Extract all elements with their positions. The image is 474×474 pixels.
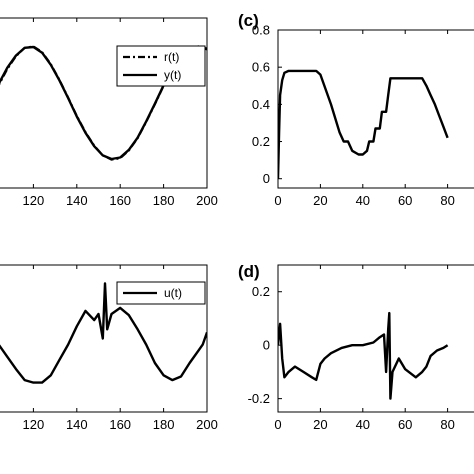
y-tick-label: 0.6 (252, 60, 270, 75)
chart-panel-bottom-right: 0 20 40 60 80 -0.2 0 0.2 (d) (238, 262, 474, 432)
x-tick-label: 60 (398, 417, 412, 432)
y-tick-label: 0.2 (252, 284, 270, 299)
y-tick-label: 0 (263, 171, 270, 186)
x-tick-label: 20 (313, 417, 327, 432)
legend: u(t) (116, 281, 206, 305)
series-line-0 (278, 69, 449, 179)
x-tick-label: 180 (153, 417, 175, 432)
axes-frame (277, 29, 474, 189)
axes-frame (0, 17, 208, 189)
x-tick-label: 40 (356, 193, 370, 208)
x-tick-label: 60 (398, 193, 412, 208)
y-tick-label: 0.8 (252, 23, 270, 38)
x-tick-label: 140 (66, 417, 88, 432)
x-tick-label: 20 (313, 193, 327, 208)
y-tick-label: 0 (263, 338, 270, 353)
series-line-ut (0, 282, 207, 384)
x-tick-label: 160 (109, 193, 131, 208)
x-tick-label: 80 (440, 193, 454, 208)
legend: r(t) y(t) (116, 45, 206, 87)
axes-frame (0, 264, 208, 413)
x-tick-label: 0 (274, 417, 281, 432)
x-tick-label: 40 (356, 417, 370, 432)
y-tick-label: -0.2 (248, 391, 270, 406)
legend-label: u(t) (164, 286, 182, 300)
legend-label: r(t) (164, 50, 179, 64)
panel-label: (c) (238, 11, 259, 30)
x-tick-label: 200 (196, 417, 218, 432)
x-tick-label: 0 (274, 193, 281, 208)
x-tick-label: 160 (109, 417, 131, 432)
x-tick-label: 120 (23, 417, 45, 432)
x-tick-label: 180 (153, 193, 175, 208)
legend-box (116, 281, 206, 305)
x-tick-label: 120 (23, 193, 45, 208)
x-tick-label: 140 (66, 193, 88, 208)
chart-panel-top-right: 0 20 40 60 80 0 0.2 0.4 0.6 0.8(c) (238, 11, 474, 208)
y-tick-label: 0.2 (252, 134, 270, 149)
x-tick-label: 80 (440, 417, 454, 432)
y-tick-label: 0.4 (252, 97, 270, 112)
legend-label: y(t) (164, 68, 181, 82)
chart-panel-bottom-left: 120 140 160 180 200 u(t) (0, 264, 218, 432)
legend-box (116, 45, 206, 87)
axes-frame (277, 264, 474, 413)
panel-label: (d) (238, 262, 260, 281)
series-line-0 (278, 311, 449, 400)
x-tick-label: 200 (196, 193, 218, 208)
chart-panel-top-left: 120 140 160 180 200 r(t) y(t) (0, 17, 218, 208)
